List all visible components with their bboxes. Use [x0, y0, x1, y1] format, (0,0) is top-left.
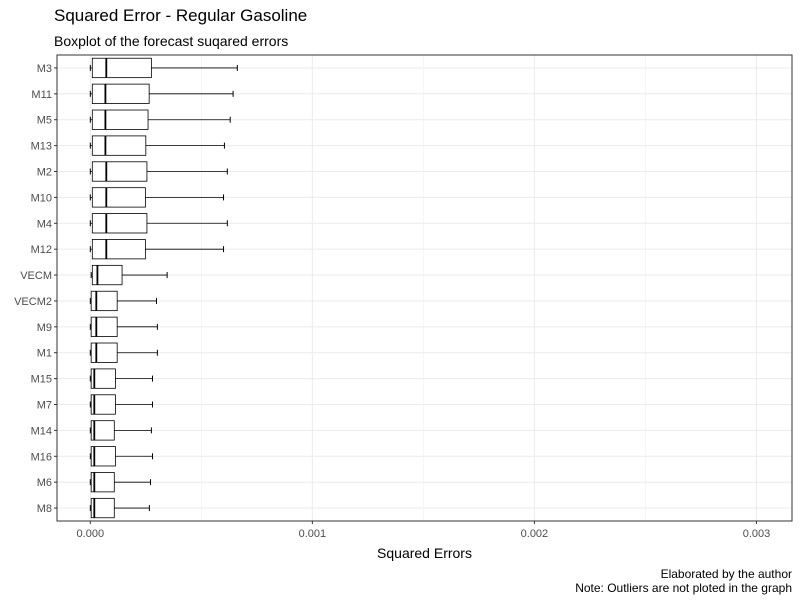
- y-tick-label: M16: [31, 451, 52, 463]
- caption-note: Note: Outliers are not ploted in the gra…: [575, 581, 792, 595]
- y-tick-label: M6: [37, 477, 52, 489]
- box: [91, 161, 148, 182]
- y-tick-label: M5: [37, 115, 52, 127]
- x-tick-label: 0.003: [743, 528, 771, 540]
- box: [91, 135, 147, 156]
- chart-title: Squared Error - Regular Gasoline: [54, 6, 308, 25]
- y-tick-label: M3: [37, 63, 52, 75]
- box: [90, 342, 118, 363]
- box: [91, 187, 146, 208]
- panel-border: [56, 54, 793, 522]
- y-tick-label: VECM2: [14, 296, 52, 308]
- box: [91, 109, 149, 130]
- box: [90, 497, 115, 519]
- box: [91, 264, 123, 286]
- y-tick-label: M4: [37, 218, 52, 230]
- chart-subtitle: Boxplot of the forecast suqared errors: [54, 33, 289, 49]
- box: [90, 316, 118, 337]
- box: [91, 57, 152, 79]
- y-tick-label: M8: [37, 503, 52, 515]
- plot-panel: [57, 55, 792, 521]
- y-tick-label: M9: [37, 322, 52, 334]
- x-axis-label: Squared Errors: [377, 545, 472, 561]
- y-tick-label: M2: [37, 167, 52, 179]
- box: [90, 368, 116, 389]
- x-tick-label: 0.002: [521, 528, 549, 540]
- x-tick-label: 0.000: [77, 528, 105, 540]
- box: [90, 446, 116, 467]
- box: [91, 213, 148, 234]
- x-tick-label: 0.001: [299, 528, 327, 540]
- box: [91, 83, 150, 104]
- box: [90, 394, 116, 415]
- box: [90, 290, 118, 312]
- box: [90, 420, 115, 441]
- box: [91, 239, 146, 260]
- y-tick-label: M11: [31, 89, 52, 101]
- caption-author: Elaborated by the author: [660, 567, 792, 581]
- y-tick-label: M12: [31, 244, 52, 256]
- y-tick-label: M10: [31, 192, 52, 204]
- box: [90, 472, 115, 493]
- y-tick-label: M15: [31, 374, 52, 386]
- y-tick-label: M7: [37, 400, 52, 412]
- y-tick-label: M14: [31, 425, 52, 437]
- y-tick-label: M13: [31, 141, 52, 153]
- y-tick-label: VECM: [20, 270, 52, 282]
- y-tick-label: M1: [37, 348, 52, 360]
